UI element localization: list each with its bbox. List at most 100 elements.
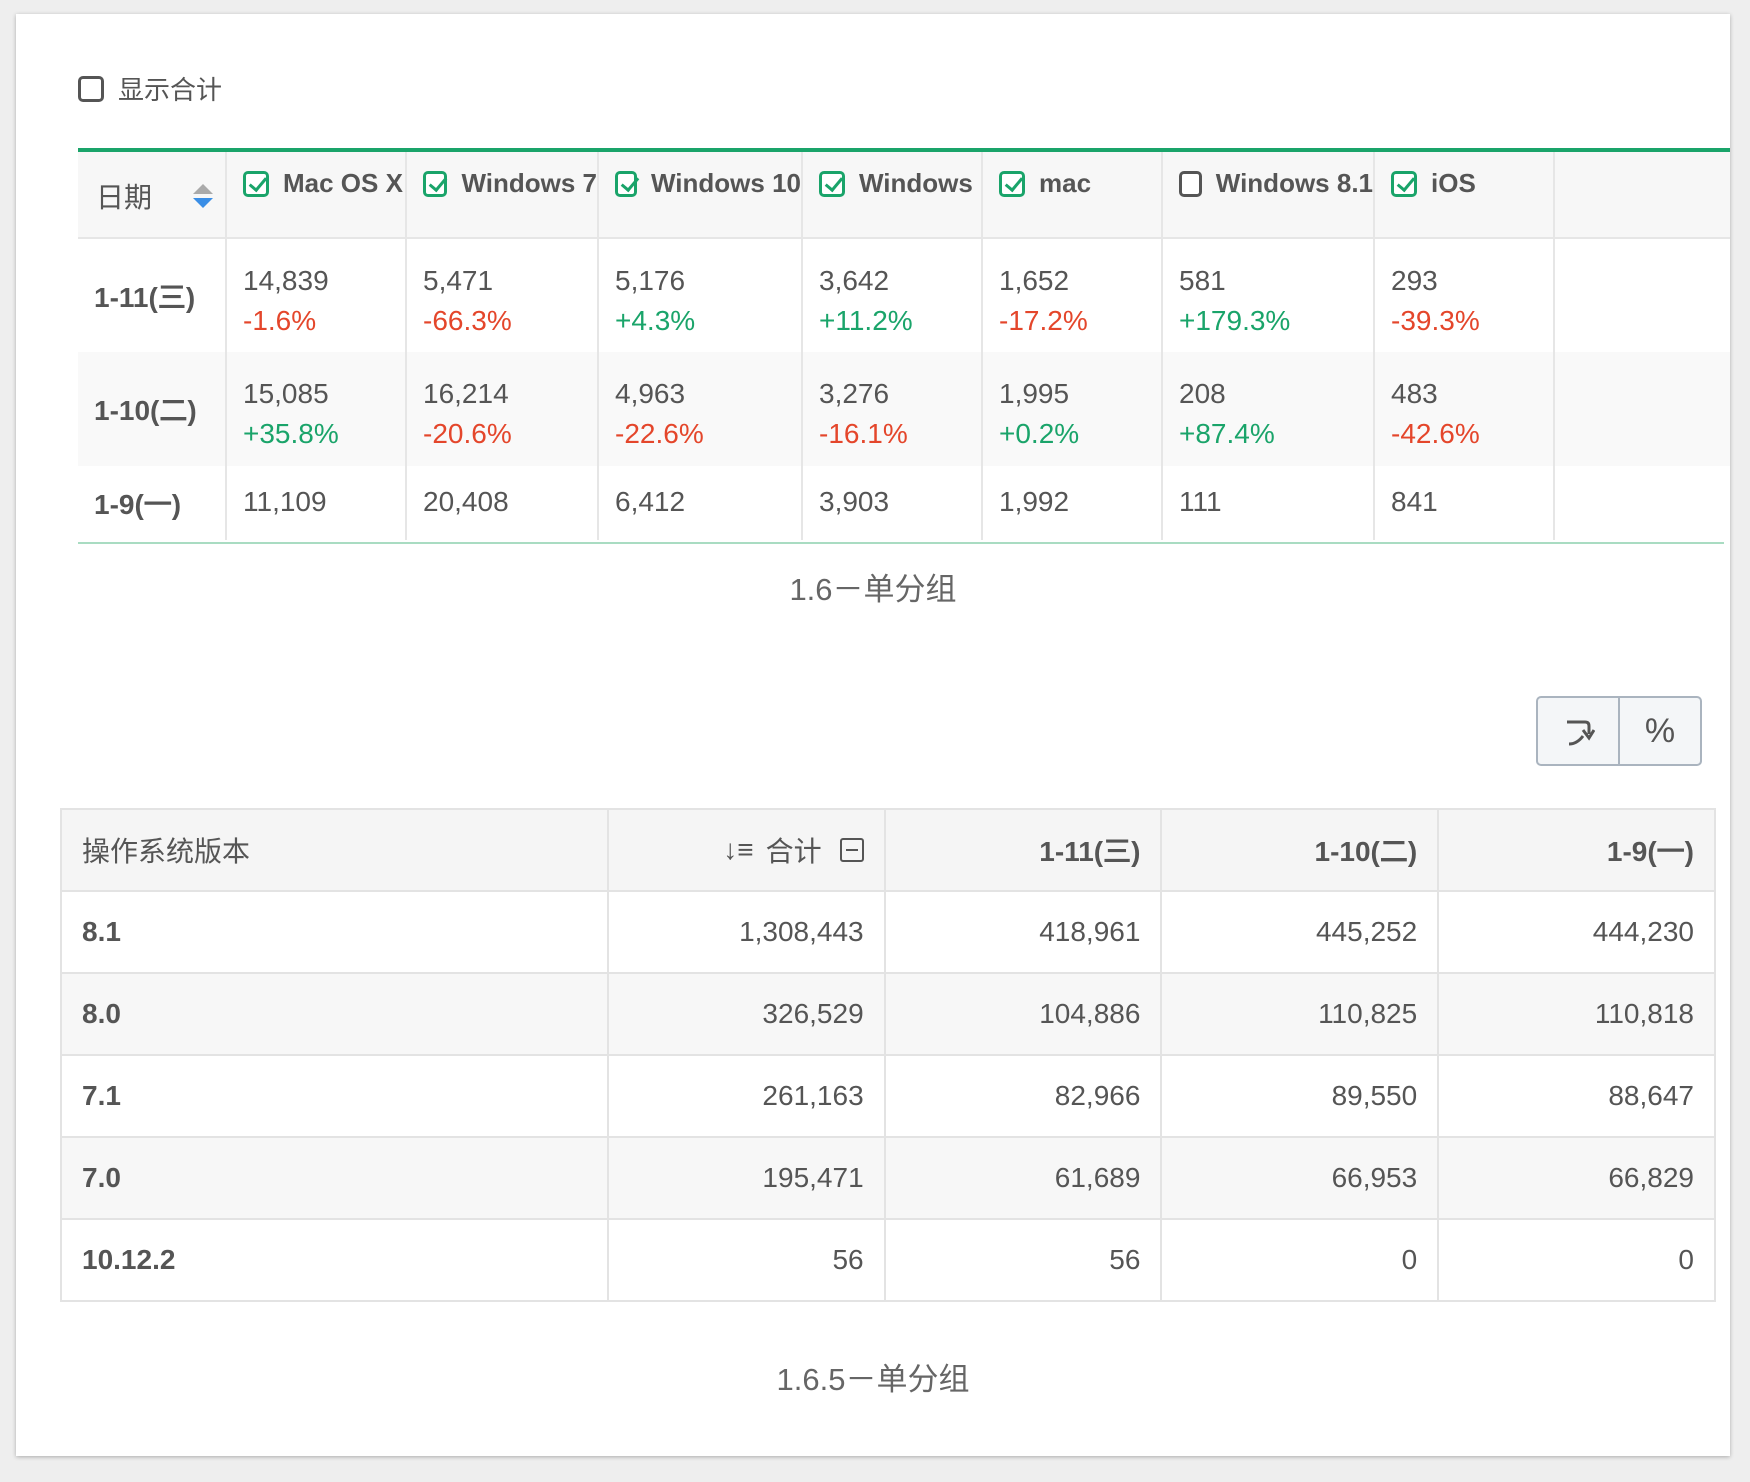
version-cell: 10.12.2 xyxy=(60,1218,609,1302)
cell-value: 6,412 xyxy=(615,486,686,517)
show-total-toggle[interactable]: 显示合计 xyxy=(78,70,222,107)
value-cell: 89,550 xyxy=(1160,1054,1440,1138)
cell-change: +0.2% xyxy=(999,418,1080,449)
date-header-label: 日期 xyxy=(96,182,153,213)
cell-value: 15,085 xyxy=(243,378,329,409)
cell-value: 16,214 xyxy=(423,378,509,409)
percent-button[interactable]: % xyxy=(1618,698,1700,764)
table-row: 1-9(一) 11,109 20,408 6,412 3,903 1,992 1… xyxy=(78,466,1730,540)
cell-change: -39.3% xyxy=(1391,305,1480,336)
date-column-header[interactable]: 日期 xyxy=(78,148,227,239)
cell-change: -17.2% xyxy=(999,305,1088,336)
table-row: 8.1 1,308,443 418,961 445,252 444,230 xyxy=(60,890,1716,974)
column-header-ios[interactable]: iOS xyxy=(1374,148,1555,239)
cell-value: 5,176 xyxy=(615,265,686,296)
value-cell: 104,886 xyxy=(883,972,1163,1056)
column-label: Windows 7 xyxy=(461,168,597,198)
version-cell: 8.0 xyxy=(60,972,609,1056)
column-header-mac[interactable]: mac xyxy=(982,148,1163,239)
checkbox-checked-icon[interactable] xyxy=(615,170,637,197)
checkbox-unchecked-icon[interactable] xyxy=(1179,170,1202,197)
table-top-accent-line xyxy=(78,148,1730,152)
checkbox-checked-icon[interactable] xyxy=(999,170,1025,197)
cell-value: 5,471 xyxy=(423,265,494,296)
value-cell: 445,252 xyxy=(1160,890,1440,974)
value-cell: 444,230 xyxy=(1437,890,1716,974)
value-cell: 110,825 xyxy=(1160,972,1440,1056)
pivot-button[interactable] xyxy=(1538,698,1618,764)
column-header-mac-os-x[interactable]: Mac OS X xyxy=(226,148,407,239)
value-cell: 110,818 xyxy=(1437,972,1716,1056)
checkbox-checked-icon[interactable] xyxy=(243,170,269,197)
version-cell: 7.1 xyxy=(60,1054,609,1138)
cell-value: 4,963 xyxy=(615,378,686,409)
column-label: Windows xyxy=(859,168,973,198)
table-row: 10.12.2 56 56 0 0 xyxy=(60,1218,1716,1302)
collapse-icon[interactable] xyxy=(839,838,864,862)
cell-value: 293 xyxy=(1391,265,1438,296)
value-cell: 418,961 xyxy=(883,890,1163,974)
table-row: 1-11(三) 14,839 -1.6% 5,471 -66.3% 5,176 +4.… xyxy=(78,238,1730,352)
sort-desc-icon[interactable]: ↓≡ xyxy=(723,834,754,865)
date-column-header[interactable]: 1-10(二) xyxy=(1160,808,1440,892)
table-caption: 1.6－单分组 xyxy=(789,572,957,607)
value-cell: 66,953 xyxy=(1160,1136,1440,1220)
cell-value: 1,995 xyxy=(999,378,1070,409)
cell-change: +11.2% xyxy=(819,305,913,336)
cell-value: 208 xyxy=(1179,378,1226,409)
cell-change: +35.8% xyxy=(243,418,339,449)
cell-value: 3,903 xyxy=(819,486,890,517)
cell-change: -1.6% xyxy=(243,305,317,336)
value-cell: 0 xyxy=(1437,1218,1716,1302)
version-cell: 8.1 xyxy=(60,890,609,974)
column-header-windows-8-1[interactable]: Windows 8.1 xyxy=(1162,148,1375,239)
sort-icon[interactable] xyxy=(193,184,213,212)
value-cell: 56 xyxy=(883,1218,1163,1302)
cell-value: 3,642 xyxy=(819,265,890,296)
cell-change: +179.3% xyxy=(1179,305,1291,336)
column-header-windows-7[interactable]: Windows 7 xyxy=(406,148,599,239)
date-column-header[interactable]: 1-11(三) xyxy=(883,808,1163,892)
row-date: 1-11(三) xyxy=(78,238,227,352)
column-label: Mac OS X xyxy=(283,168,403,198)
cell-value: 111 xyxy=(1179,486,1222,517)
show-total-checkbox[interactable] xyxy=(78,75,104,102)
checkbox-checked-icon[interactable] xyxy=(423,170,448,197)
table-row: 7.0 195,471 61,689 66,953 66,829 xyxy=(60,1136,1716,1220)
value-cell: 66,829 xyxy=(1437,1136,1716,1220)
column-header-windows-10[interactable]: Windows 10 xyxy=(598,148,803,239)
cell-change: -22.6% xyxy=(615,418,704,449)
cell-change: -42.6% xyxy=(1391,418,1480,449)
column-label: Windows 8.1 xyxy=(1215,168,1373,198)
table-header-row: 日期 Mac OS X Windows 7 Windows 10 Windows… xyxy=(78,148,1730,239)
total-cell: 326,529 xyxy=(606,972,886,1056)
os-version-table: 操作系统版本 ↓≡ 合计 1-11(三) 1-10(二) 1-9(一) 8.1 … xyxy=(60,808,1716,1302)
total-cell: 1,308,443 xyxy=(606,890,886,974)
report-card: 显示合计 日期 Mac OS X Windows 7 Windows 10 Wi… xyxy=(16,14,1730,1456)
value-cell: 88,647 xyxy=(1437,1054,1716,1138)
table-header-row: 操作系统版本 ↓≡ 合计 1-11(三) 1-10(二) 1-9(一) xyxy=(60,808,1716,892)
cell-value: 3,276 xyxy=(819,378,890,409)
row-date: 1-9(一) xyxy=(78,466,227,540)
value-cell: 82,966 xyxy=(883,1054,1163,1138)
show-total-label: 显示合计 xyxy=(118,75,223,105)
version-column-header[interactable]: 操作系统版本 xyxy=(60,808,609,892)
os-daily-table: 日期 Mac OS X Windows 7 Windows 10 Windows… xyxy=(78,148,1730,540)
checkbox-checked-icon[interactable] xyxy=(1391,170,1417,197)
cell-value: 1,992 xyxy=(999,486,1070,517)
checkbox-checked-icon[interactable] xyxy=(819,170,845,197)
table-row: 8.0 326,529 104,886 110,825 110,818 xyxy=(60,972,1716,1056)
cell-value: 841 xyxy=(1391,486,1438,517)
column-label: Windows 10 xyxy=(650,168,801,198)
date-column-header[interactable]: 1-9(一) xyxy=(1437,808,1716,892)
row-date: 1-10(二) xyxy=(78,352,227,466)
column-header-windows[interactable]: Windows xyxy=(802,148,983,239)
total-column-header[interactable]: ↓≡ 合计 xyxy=(606,808,886,892)
value-cell: 0 xyxy=(1160,1218,1440,1302)
table-bottom-line xyxy=(78,542,1724,544)
column-header-overflow xyxy=(1554,148,1730,239)
cell-change: +4.3% xyxy=(615,305,696,336)
cell-change: -16.1% xyxy=(819,418,908,449)
total-header-label: 合计 xyxy=(765,836,822,867)
pivot-icon xyxy=(1567,720,1595,746)
